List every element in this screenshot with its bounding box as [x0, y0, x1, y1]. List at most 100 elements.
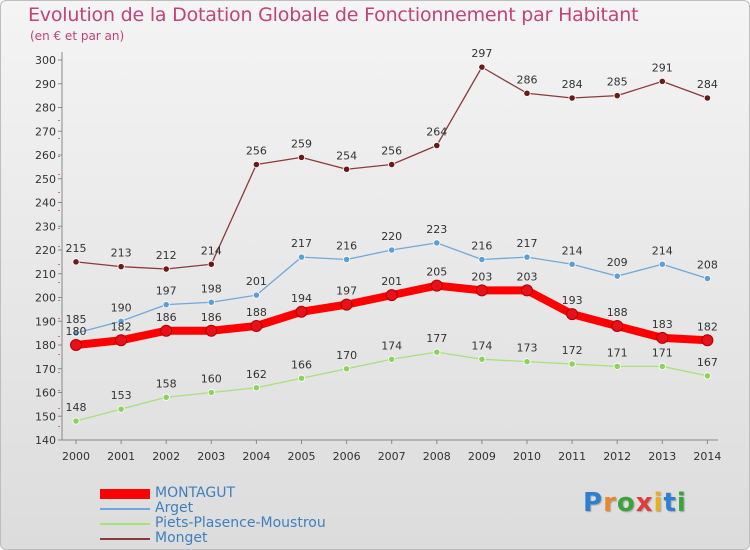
- data-point-piets-plasence-moustrou: [162, 393, 170, 401]
- data-label-arget: 185: [66, 313, 87, 326]
- legend-swatch: [100, 488, 150, 499]
- data-label-montagut: 186: [201, 311, 222, 324]
- legend-label: Arget: [155, 500, 194, 516]
- y-tick-label: 180: [35, 339, 56, 352]
- data-label-monget: 214: [201, 244, 222, 257]
- data-label-piets-plasence-moustrou: 171: [652, 346, 673, 359]
- data-label-piets-plasence-moustrou: 153: [111, 389, 132, 402]
- data-label-monget: 212: [156, 249, 177, 262]
- data-point-monget: [523, 89, 531, 97]
- data-point-piets-plasence-moustrou: [388, 355, 396, 363]
- data-label-monget: 215: [66, 242, 87, 255]
- logo-letter: P: [583, 488, 604, 518]
- data-point-montagut: [295, 305, 308, 318]
- legend-label: Piets-Plasence-Moustrou: [155, 515, 326, 531]
- data-point-monget: [703, 94, 712, 102]
- data-label-montagut: 182: [697, 320, 718, 333]
- y-tick-label: 280: [35, 102, 56, 115]
- data-point-monget: [568, 94, 576, 102]
- data-point-arget: [207, 298, 215, 306]
- x-tick-label: 2009: [468, 450, 496, 463]
- data-label-arget: 197: [156, 285, 177, 298]
- data-point-montagut: [611, 320, 624, 332]
- data-point-arget: [252, 291, 260, 299]
- data-point-arget: [342, 255, 351, 264]
- data-point-monget: [117, 263, 125, 271]
- data-point-montagut: [521, 284, 533, 297]
- data-point-arget: [388, 246, 396, 254]
- logo-letter: i: [676, 488, 687, 518]
- data-point-piets-plasence-moustrou: [523, 358, 531, 366]
- data-label-montagut: 182: [111, 320, 132, 333]
- data-point-piets-plasence-moustrou: [72, 417, 80, 425]
- legend-swatch: [100, 537, 150, 540]
- data-point-arget: [568, 260, 576, 268]
- logo-letter: r: [603, 488, 617, 518]
- data-point-piets-plasence-moustrou: [658, 362, 666, 370]
- data-point-montagut: [340, 298, 353, 311]
- data-label-piets-plasence-moustrou: 166: [291, 358, 312, 371]
- x-tick-label: 2003: [197, 450, 225, 463]
- x-tick-label: 2004: [242, 450, 270, 463]
- x-tick-label: 2000: [62, 450, 90, 463]
- data-label-piets-plasence-moustrou: 174: [471, 339, 492, 352]
- data-label-arget: 216: [336, 240, 357, 253]
- x-tick-label: 2008: [423, 450, 451, 463]
- x-tick-label: 2011: [558, 450, 586, 463]
- y-tick-label: 220: [35, 244, 56, 257]
- x-tick-label: 2002: [152, 450, 180, 463]
- y-tick-label: 290: [35, 78, 56, 91]
- data-point-montagut: [566, 308, 579, 321]
- data-point-arget: [523, 253, 531, 261]
- data-point-monget: [388, 160, 396, 169]
- data-point-montagut: [385, 289, 398, 302]
- logo-letter: i: [653, 488, 664, 518]
- data-label-monget: 284: [697, 78, 718, 91]
- data-label-montagut: 203: [517, 270, 538, 283]
- data-label-monget: 256: [381, 145, 402, 158]
- data-point-arget: [72, 329, 80, 337]
- data-point-arget: [658, 260, 666, 268]
- data-point-piets-plasence-moustrou: [478, 355, 486, 363]
- x-tick-label: 2010: [513, 450, 541, 463]
- legend-swatch: [100, 507, 150, 510]
- data-label-arget: 214: [652, 244, 673, 257]
- data-label-montagut: 186: [156, 311, 177, 324]
- data-label-piets-plasence-moustrou: 148: [66, 401, 87, 414]
- data-label-monget: 285: [607, 76, 628, 89]
- data-label-arget: 214: [562, 244, 583, 257]
- data-label-arget: 208: [697, 259, 718, 272]
- data-point-monget: [162, 265, 170, 273]
- data-label-montagut: 201: [381, 275, 402, 288]
- data-label-montagut: 183: [652, 318, 673, 331]
- data-label-piets-plasence-moustrou: 158: [156, 377, 177, 390]
- data-label-piets-plasence-moustrou: 167: [697, 356, 718, 369]
- data-label-piets-plasence-moustrou: 173: [517, 342, 538, 355]
- y-tick-label: 140: [35, 434, 56, 447]
- data-point-montagut: [70, 339, 82, 351]
- proxiti-logo: Proxiti: [583, 488, 687, 518]
- y-tick-label: 250: [35, 173, 56, 186]
- data-point-arget: [297, 253, 306, 261]
- data-label-arget: 220: [381, 230, 402, 243]
- data-point-arget: [162, 301, 170, 309]
- data-point-montagut: [160, 324, 173, 337]
- data-point-arget: [613, 272, 621, 280]
- legend-label: Monget: [155, 530, 208, 546]
- data-point-arget: [433, 239, 441, 247]
- y-tick-label: 150: [35, 410, 56, 423]
- logo-letter: x: [635, 488, 654, 518]
- data-label-monget: 264: [426, 126, 447, 139]
- data-label-arget: 216: [471, 240, 492, 253]
- data-point-montagut: [430, 279, 443, 292]
- data-label-montagut: 203: [471, 270, 492, 283]
- data-label-piets-plasence-moustrou: 172: [562, 344, 583, 357]
- data-label-arget: 223: [426, 223, 447, 236]
- legend-swatch: [100, 522, 150, 525]
- data-point-monget: [613, 92, 621, 100]
- y-tick-label: 200: [35, 292, 56, 305]
- data-label-piets-plasence-moustrou: 160: [201, 373, 222, 386]
- data-label-montagut: 188: [607, 306, 628, 319]
